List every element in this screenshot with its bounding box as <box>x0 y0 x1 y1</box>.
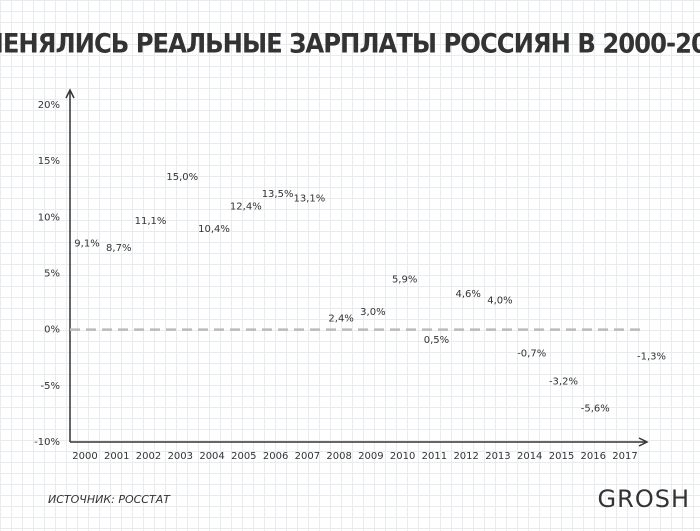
y-tick-label: -10% <box>34 437 60 448</box>
x-tick-label: 2008 <box>326 451 351 462</box>
value-label: -1,3% <box>637 351 666 362</box>
value-label: 4,6% <box>455 289 480 300</box>
x-tick-label: 2011 <box>422 451 447 462</box>
x-tick-label: 2005 <box>231 451 256 462</box>
y-tick-label: 5% <box>44 269 60 280</box>
value-label: 5,9% <box>392 274 417 285</box>
y-tick-label: 20% <box>38 100 60 111</box>
x-tick-label: 2012 <box>453 451 478 462</box>
x-tick-label: 2001 <box>104 451 129 462</box>
logo: GROSH <box>598 485 690 513</box>
chart-title: КАК МЕНЯЛИСЬ РЕАЛЬНЫЕ ЗАРПЛАТЫ РОССИЯН В… <box>0 29 700 60</box>
x-tick-label: 2006 <box>263 451 288 462</box>
x-tick-label: 2017 <box>612 451 637 462</box>
value-label: 15,0% <box>166 172 198 183</box>
x-tick-label: 2014 <box>517 451 542 462</box>
y-tick-label: 0% <box>44 325 60 336</box>
x-tick-label: 2009 <box>358 451 383 462</box>
value-label: -5,6% <box>581 404 610 415</box>
value-label: 2,4% <box>328 314 353 325</box>
value-label: 10,4% <box>198 224 230 235</box>
value-label: 11,1% <box>135 216 167 227</box>
value-label: 8,7% <box>106 243 131 254</box>
x-tick-label: 2002 <box>136 451 161 462</box>
value-label: 9,1% <box>74 238 99 249</box>
value-label: 12,4% <box>230 201 262 212</box>
x-tick-label: 2004 <box>199 451 224 462</box>
value-label: -0,7% <box>517 349 546 360</box>
y-axis-arrow <box>65 88 75 99</box>
x-tick-label: 2000 <box>72 451 97 462</box>
y-tick-label: -5% <box>41 381 60 392</box>
value-label: 3,0% <box>360 307 385 318</box>
x-tick-label: 2007 <box>295 451 320 462</box>
value-label: 13,1% <box>293 194 325 205</box>
value-label: 0,5% <box>424 335 449 346</box>
x-tick-label: 2010 <box>390 451 415 462</box>
x-tick-label: 2016 <box>581 451 606 462</box>
value-label: -3,2% <box>549 377 578 388</box>
x-tick-label: 2013 <box>485 451 510 462</box>
x-tick-label: 2015 <box>549 451 574 462</box>
x-tick-label: 2003 <box>168 451 193 462</box>
source: ИСТОЧНИК: РОССТАТ <box>48 493 171 506</box>
y-tick-label: 10% <box>38 212 60 223</box>
value-label: 4,0% <box>487 296 512 307</box>
x-axis-arrow <box>638 437 649 447</box>
y-tick-label: 15% <box>38 156 60 167</box>
value-label: 13,5% <box>262 189 294 200</box>
